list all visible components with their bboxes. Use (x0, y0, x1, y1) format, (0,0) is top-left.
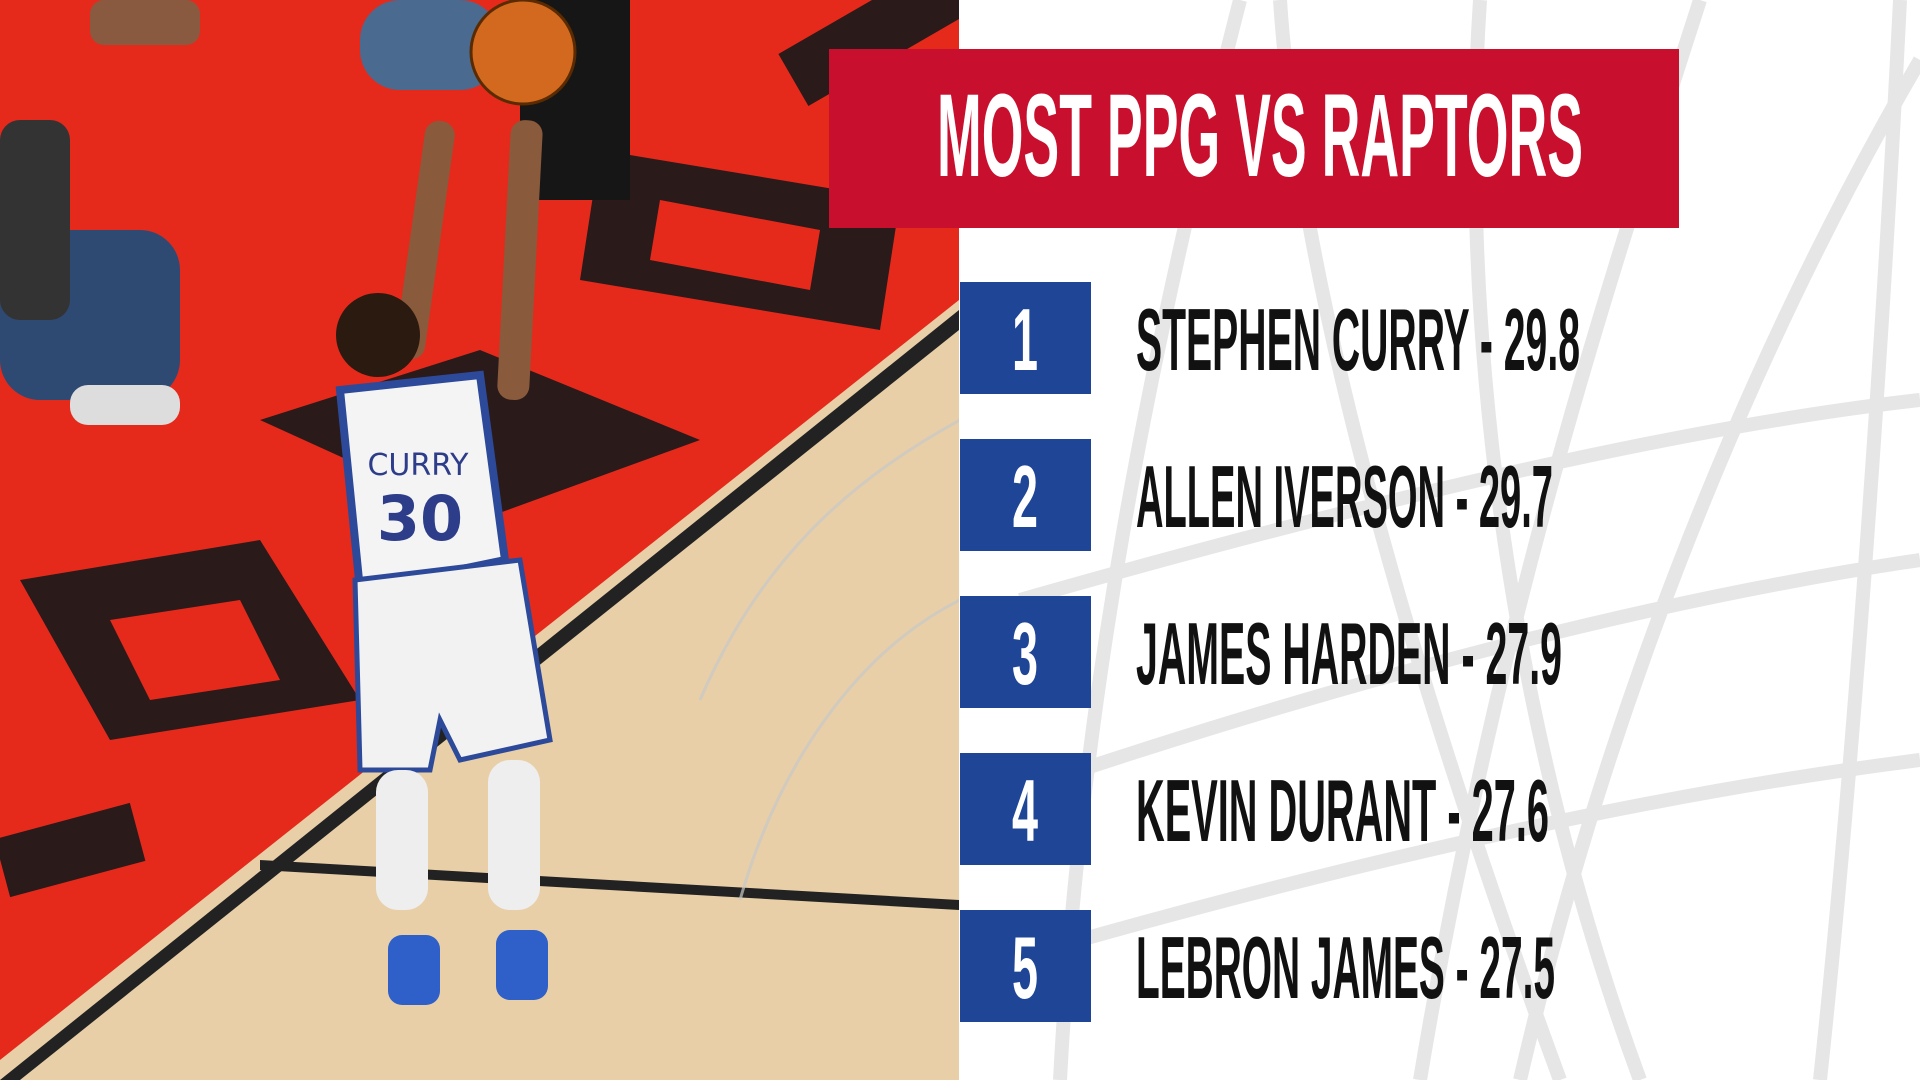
jersey-name: CURRY (367, 448, 469, 483)
rank-number: 3 (1012, 604, 1038, 703)
player-stat: KEVIN DURANT - 27.6 (1136, 761, 1549, 860)
photo: CURRY 30 (0, 0, 959, 1080)
rank-number: 2 (1012, 447, 1038, 546)
rank-box (960, 910, 1091, 1022)
rank-number: 5 (1012, 918, 1038, 1017)
jersey-number: 30 (377, 482, 463, 555)
rank-box (960, 282, 1091, 394)
player-stat: STEPHEN CURRY - 29.8 (1136, 290, 1580, 389)
player-stat: LEBRON JAMES - 27.5 (1136, 918, 1555, 1017)
rank-box (960, 439, 1091, 551)
ranking-list: 1 STEPHEN CURRY - 29.8 2 ALLEN IVERSON - 29… (960, 282, 1580, 1022)
rank-box (960, 753, 1091, 865)
title: MOST PPG VS RAPTORS (937, 70, 1583, 202)
rank-box (960, 596, 1091, 708)
rank-number: 4 (1012, 761, 1038, 860)
title-banner (829, 49, 1679, 228)
player-stat: ALLEN IVERSON - 29.7 (1136, 447, 1553, 546)
player: CURRY 30 (335, 0, 577, 1005)
rank-number: 1 (1012, 290, 1038, 389)
player-stat: JAMES HARDEN - 27.9 (1136, 604, 1562, 703)
